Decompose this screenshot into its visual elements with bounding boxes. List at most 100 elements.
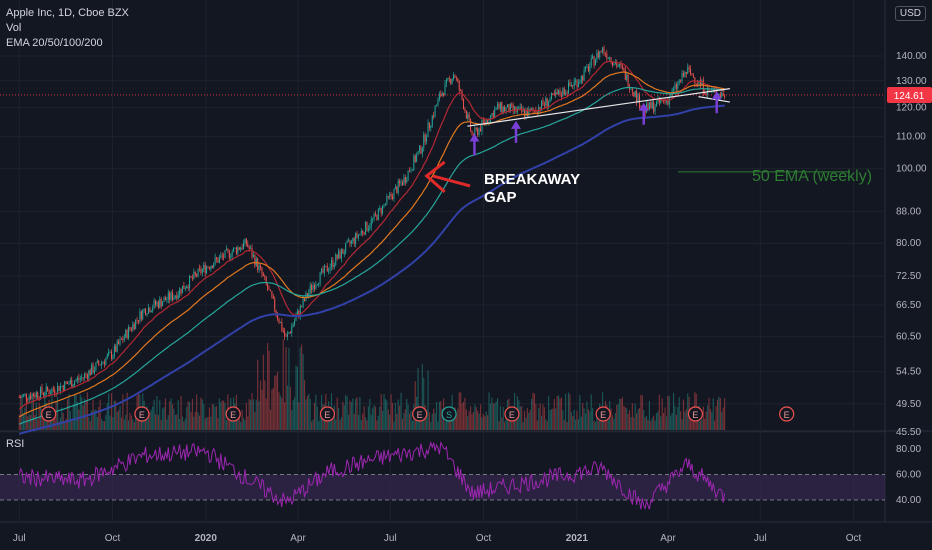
candle-body (482, 120, 484, 122)
candle-body (562, 88, 564, 97)
candle-body (428, 122, 430, 128)
volume-bar (72, 403, 74, 430)
candle-body (338, 251, 340, 259)
volume-bar (194, 411, 196, 430)
candle-body (430, 125, 432, 128)
candle-body (139, 311, 141, 322)
volume-bar (184, 418, 186, 430)
candle-body (207, 266, 209, 268)
volume-bar (394, 402, 396, 430)
earnings-marker-label: E (324, 410, 330, 420)
volume-bar (653, 415, 655, 430)
candle-body (122, 339, 124, 341)
volume-bar (367, 406, 369, 430)
candle-body (186, 286, 188, 289)
candle-body (606, 53, 608, 59)
candle-body (86, 374, 88, 379)
volume-bar (509, 420, 511, 430)
volume-bar (496, 398, 499, 430)
candle-body (155, 300, 157, 305)
volume-bar (224, 402, 226, 430)
volume-bar (355, 399, 357, 430)
volume-bar (651, 417, 653, 430)
volume-bar (393, 421, 395, 430)
candle-body (484, 121, 486, 124)
volume-bar (180, 395, 182, 430)
candle-body (355, 233, 357, 244)
candle-body (379, 208, 381, 209)
volume-bar (680, 411, 682, 430)
candle-body (426, 137, 428, 142)
candle-body (319, 271, 321, 284)
candle-body (21, 395, 23, 398)
candle-body (692, 75, 694, 78)
candle-body (126, 330, 128, 339)
volume-bar (384, 398, 386, 430)
volume-bar (536, 420, 538, 430)
volume-bar (479, 404, 482, 430)
candle-body (37, 392, 39, 398)
volume-bar (32, 394, 35, 430)
volume-bar (118, 410, 120, 430)
volume-bar (671, 413, 673, 430)
earnings-marker-circle (441, 406, 457, 422)
volume-bar (444, 421, 446, 430)
volume-bar (687, 393, 689, 430)
volume-bar (306, 396, 308, 430)
candle-body (203, 264, 205, 270)
candle-body (152, 307, 154, 312)
volume-bar (30, 415, 32, 430)
volume-bar (526, 408, 528, 430)
volume-bar (140, 420, 142, 430)
volume-bar (302, 354, 304, 430)
volume-bar (292, 400, 294, 430)
candle-body (173, 297, 175, 300)
candle-body (52, 389, 54, 390)
candle-body (58, 385, 60, 392)
volume-bar (345, 395, 347, 430)
candle-body (241, 247, 243, 249)
volume-bar (130, 415, 132, 430)
volume-bar (286, 385, 289, 430)
candle-body (279, 322, 281, 323)
volume-bar (379, 406, 381, 430)
volume-bar (153, 399, 155, 430)
candle-body (663, 100, 665, 102)
volume-bar (156, 396, 158, 430)
volume-bar (76, 401, 79, 430)
volume-bar (311, 421, 313, 430)
volume-bar (470, 406, 472, 430)
volume-bar (711, 411, 713, 430)
volume-bar (562, 409, 564, 430)
earnings-marker: E (779, 406, 795, 422)
volume-bar (162, 408, 164, 430)
currency-button[interactable]: USD (894, 6, 926, 21)
volume-bar (545, 419, 547, 430)
candle-body (129, 327, 131, 330)
volume-bar (105, 415, 107, 430)
candle-body (423, 134, 425, 148)
volume-bar (538, 408, 540, 430)
volume-bar (583, 408, 585, 430)
volume-bar (349, 400, 351, 430)
candle-body (637, 94, 639, 102)
candle-body (465, 110, 467, 119)
candle-body (447, 77, 449, 80)
candle-body (57, 385, 59, 394)
candle-body (431, 115, 433, 126)
volume-bar (78, 409, 80, 430)
candle-body (147, 307, 149, 314)
candle-body (382, 205, 384, 214)
candle-body (400, 182, 402, 184)
volume-bar (641, 395, 643, 430)
candle-body (150, 311, 152, 313)
volume-bar (477, 410, 479, 430)
volume-bar (264, 380, 266, 430)
candle-body (329, 267, 331, 271)
volume-bar (452, 415, 455, 430)
candle-body (248, 246, 250, 249)
volume-bar (637, 409, 639, 430)
candle-body (451, 79, 453, 84)
volume-bar (584, 413, 587, 430)
